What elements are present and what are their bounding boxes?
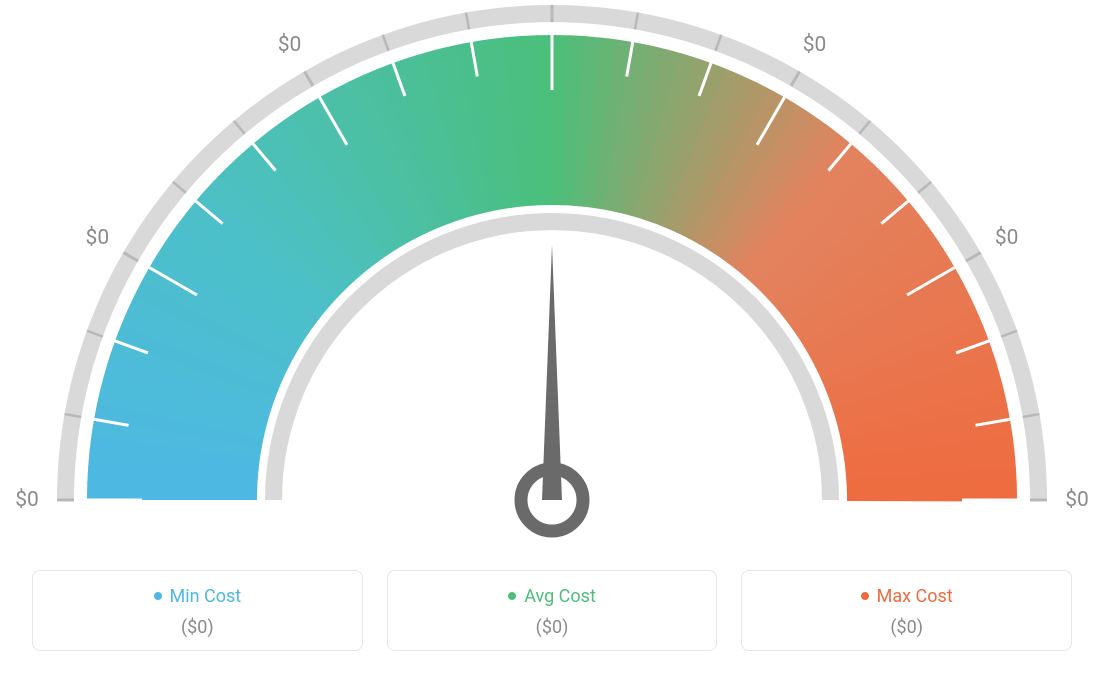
legend-value-avg: ($0) xyxy=(398,617,707,638)
legend-title-min: Min Cost xyxy=(154,586,242,607)
legend-dot-min xyxy=(154,592,162,600)
legend-title-max: Max Cost xyxy=(861,586,953,607)
legend-dot-max xyxy=(861,592,869,600)
gauge-tick-label: $0 xyxy=(1065,488,1089,512)
legend-row: Min Cost ($0) Avg Cost ($0) Max Cost ($0… xyxy=(32,570,1072,651)
gauge-tick-label: $0 xyxy=(803,33,827,57)
gauge-tick-label: $0 xyxy=(86,226,110,250)
legend-title-avg: Avg Cost xyxy=(508,586,596,607)
legend-label-avg: Avg Cost xyxy=(524,586,596,607)
gauge-tick-label: $0 xyxy=(278,33,302,57)
legend-card-avg: Avg Cost ($0) xyxy=(387,570,718,651)
legend-card-max: Max Cost ($0) xyxy=(741,570,1072,651)
gauge-tick-label: $0 xyxy=(995,226,1019,250)
gauge-svg xyxy=(0,0,1104,560)
legend-label-min: Min Cost xyxy=(170,586,242,607)
gauge-tick-label: $0 xyxy=(15,488,39,512)
legend-value-max: ($0) xyxy=(752,617,1061,638)
cost-gauge-chart: $0$0$0$0$0$0$0 xyxy=(0,0,1104,560)
legend-label-max: Max Cost xyxy=(877,586,953,607)
legend-value-min: ($0) xyxy=(43,617,352,638)
legend-dot-avg xyxy=(508,592,516,600)
legend-card-min: Min Cost ($0) xyxy=(32,570,363,651)
